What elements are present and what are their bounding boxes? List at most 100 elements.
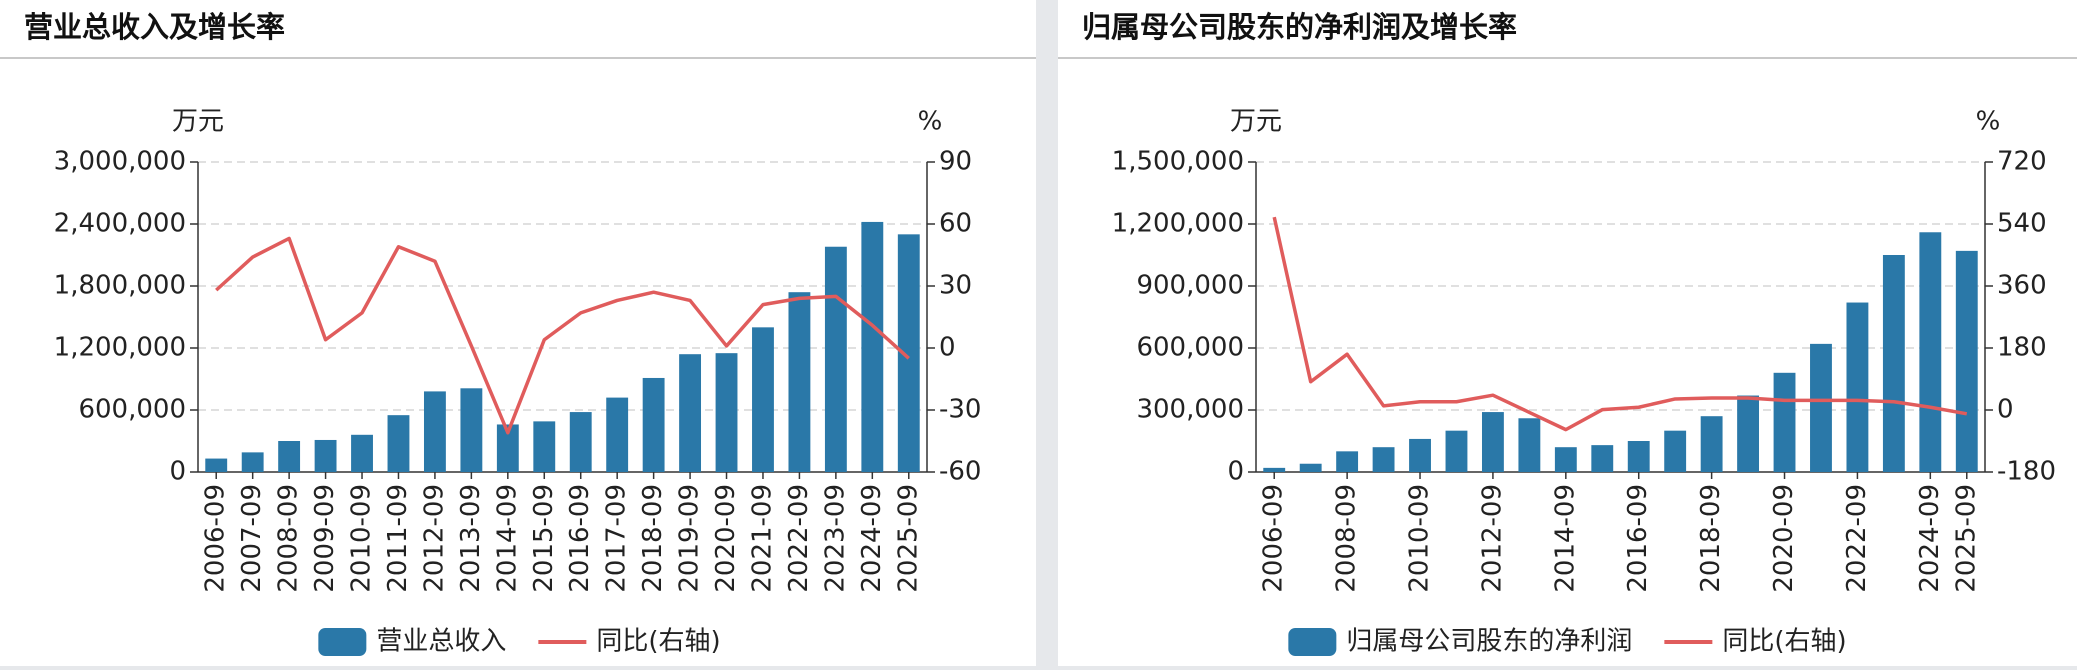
x-tick-label: 2018-09 <box>1696 484 1726 593</box>
bar <box>1336 451 1359 472</box>
x-tick-label: 2024-09 <box>1915 484 1945 593</box>
x-tick-label: 2017-09 <box>602 484 632 593</box>
bar <box>788 292 811 472</box>
bar <box>1846 302 1869 472</box>
y-tick-label: 600,000 <box>78 395 186 425</box>
y2-tick-label: 720 <box>1997 147 2047 177</box>
y-tick-label: 0 <box>169 457 186 487</box>
x-tick-label: 2020-09 <box>1769 484 1799 593</box>
x-tick-label: 2025-09 <box>893 484 923 593</box>
legend: 营业总收入 同比(右轴) <box>318 627 721 657</box>
bar <box>1372 447 1395 472</box>
legend-label: 同比(右轴) <box>596 627 720 657</box>
x-tick-label: 2023-09 <box>820 484 850 593</box>
y-unit: 万元 <box>172 107 224 137</box>
bar <box>351 434 373 472</box>
x-tick-label: 2018-09 <box>638 484 668 593</box>
y2-unit: % <box>918 107 943 137</box>
x-tick-label: 2022-09 <box>784 484 814 593</box>
bar <box>1700 416 1723 472</box>
bar <box>824 246 847 472</box>
x-tick-label: 2022-09 <box>1842 484 1872 593</box>
x-tick-label: 2011-09 <box>383 484 413 593</box>
x-tick-label: 2007-09 <box>237 484 267 593</box>
bar <box>314 439 337 472</box>
bar <box>1627 441 1650 472</box>
x-tick-label: 2020-09 <box>711 484 741 593</box>
x-tick-label: 2009-09 <box>310 484 340 593</box>
bar <box>1882 255 1905 472</box>
x-tick-label: 2010-09 <box>347 484 377 593</box>
bar <box>1409 438 1431 472</box>
legend-label: 归属母公司股东的净利润 <box>1346 627 1632 657</box>
y2-tick-label: 90 <box>939 147 972 177</box>
y-tick-label: 1,500,000 <box>1112 147 1244 177</box>
y2-tick-label: -30 <box>939 395 981 425</box>
y-tick-label: 3,000,000 <box>54 147 186 177</box>
bar <box>679 354 702 472</box>
y2-tick-label: -60 <box>939 457 981 487</box>
x-tick-label: 2021-09 <box>747 484 777 593</box>
bar <box>1919 232 1942 472</box>
y2-tick-label: 540 <box>1997 209 2047 239</box>
y-tick-label: 1,800,000 <box>54 271 186 301</box>
bar <box>496 424 519 472</box>
legend: 归属母公司股东的净利润 同比(右轴) <box>1288 627 1847 657</box>
y-tick-label: 900,000 <box>1136 271 1244 301</box>
bar <box>278 441 301 472</box>
x-tick-label: 2014-09 <box>1550 484 1580 593</box>
x-tick-label: 2024-09 <box>857 484 887 593</box>
line <box>1272 216 1968 432</box>
y-tick-label: 600,000 <box>1136 333 1244 363</box>
x-tick-label: 2010-09 <box>1405 484 1435 593</box>
y-unit: 万元 <box>1230 107 1282 137</box>
bar <box>1773 372 1796 472</box>
x-tick-label: 2016-09 <box>1623 484 1653 593</box>
y-tick-label: 1,200,000 <box>54 333 186 363</box>
bar <box>642 377 665 472</box>
bar <box>460 388 483 472</box>
chart-title: 归属母公司股东的净利润及增长率 <box>1082 10 1517 44</box>
bar <box>752 327 774 472</box>
bar <box>1518 418 1541 472</box>
bar <box>1445 430 1468 472</box>
bar <box>1955 250 1978 472</box>
y2-tick-label: 360 <box>1997 271 2047 301</box>
x-tick-label: 2025-09 <box>1951 484 1981 593</box>
legend-swatch <box>1288 628 1337 656</box>
bar <box>1664 430 1687 472</box>
x-tick-label: 2006-09 <box>1259 484 1289 593</box>
y-tick-label: 300,000 <box>1136 395 1244 425</box>
y-tick-label: 0 <box>1227 457 1244 487</box>
x-tick-label: 2008-09 <box>1332 484 1362 593</box>
chart-title: 营业总收入及增长率 <box>24 10 285 44</box>
bar <box>606 397 629 472</box>
bar <box>1591 445 1614 472</box>
bar <box>861 221 884 472</box>
y-tick-label: 1,200,000 <box>1112 209 1244 239</box>
bar <box>1299 463 1322 472</box>
bar <box>1481 412 1504 472</box>
y-tick-label: 2,400,000 <box>54 209 186 239</box>
bar <box>241 452 264 472</box>
y2-tick-label: 180 <box>1997 333 2047 363</box>
x-tick-label: 2012-09 <box>419 484 449 593</box>
x-tick-label: 2006-09 <box>201 484 231 593</box>
y2-tick-label: -180 <box>1997 457 2056 487</box>
x-tick-label: 2016-09 <box>565 484 595 593</box>
x-tick-label: 2014-09 <box>492 484 522 593</box>
panel <box>1058 0 2077 666</box>
bar <box>897 234 920 472</box>
x-tick-label: 2008-09 <box>274 484 304 593</box>
bar <box>1554 447 1577 472</box>
bar <box>1263 467 1286 472</box>
x-tick-label: 2019-09 <box>675 484 705 593</box>
x-tick-label: 2015-09 <box>529 484 559 593</box>
bar <box>715 353 738 472</box>
y2-tick-label: 60 <box>939 209 972 239</box>
bar <box>1810 343 1832 472</box>
bar <box>533 421 556 472</box>
legend-label: 同比(右轴) <box>1722 627 1846 657</box>
